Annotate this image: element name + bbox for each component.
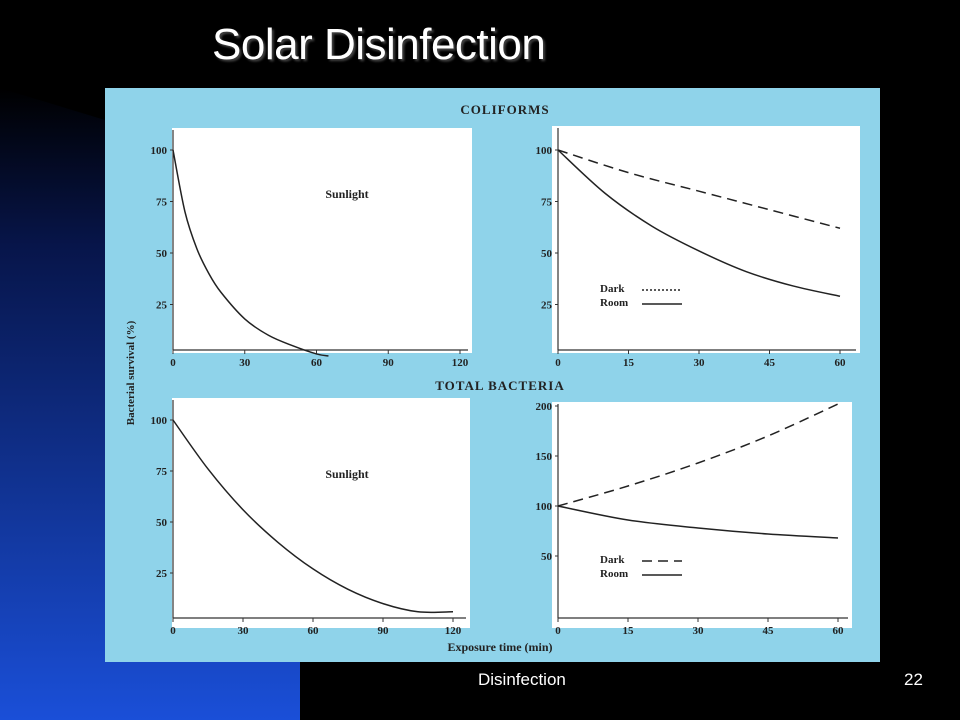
total-bacteria-dark-room-y-tick-label: 50 [541,551,553,563]
coliforms-dark-room-y-tick-label: 25 [541,300,553,312]
coliforms-sunlight-x-tick-label: 30 [239,357,251,369]
coliforms-sunlight-y-tick-label: 25 [156,300,168,312]
total-bacteria-dark-room-legend-label: Room [600,568,628,580]
total-bacteria-sunlight-y-tick-label: 25 [156,568,168,580]
total-bacteria-sunlight-x-tick-label: 30 [238,625,250,637]
coliforms-sunlight-annotation: Sunlight [325,187,368,201]
total-bacteria-sunlight-x-tick-label: 0 [170,625,176,637]
figure-panel: COLIFORMS TOTAL BACTERIA Bacterial survi… [105,88,880,662]
section-title-total-bacteria: TOTAL BACTERIA [435,378,564,393]
chart-group: 0 30 60 90 120 25 50 75 100 Sunlight 0 15 30 45 60 25 50… [151,126,860,637]
total-bacteria-dark-room-series-dark [557,403,839,507]
total-bacteria-sunlight-series-curve [172,419,454,614]
total-bacteria-dark-room-series-room [557,505,839,539]
coliforms-dark-room-legend-label: Room [600,297,628,309]
total-bacteria-dark-room-y-tick-label: 150 [536,451,553,463]
footer-text: Disinfection [478,670,566,689]
coliforms-dark-room-plot-area [552,126,860,353]
total-bacteria-dark-room-x-tick-label: 60 [833,625,845,637]
section-title-coliforms: COLIFORMS [460,102,549,117]
coliforms-dark-room-x-tick-label: 15 [623,357,635,369]
slide-title: Solar Disinfection [212,20,546,69]
coliforms-sunlight-y-tick-label: 50 [156,248,168,260]
y-axis-label: Bacterial survival (%) [125,320,137,425]
total-bacteria-dark-room-x-tick-label: 0 [555,625,561,637]
total-bacteria-dark-room-x-tick-label: 30 [693,625,705,637]
coliforms-sunlight-series-curve [172,149,329,357]
coliforms-dark-room-legend-label: Dark [600,283,625,295]
coliforms-dark-room-x-tick-label: 30 [694,357,706,369]
coliforms-sunlight-x-tick-label: 120 [452,357,469,369]
coliforms-dark-room-x-tick-label: 0 [555,357,561,369]
x-axis-label: Exposure time (min) [447,640,552,654]
total-bacteria-sunlight-annotation: Sunlight [325,467,368,481]
coliforms-dark-room-x-tick-label: 45 [764,357,776,369]
total-bacteria-dark-room-y-tick-label: 100 [536,501,553,513]
slide-number: 22 [904,670,923,689]
total-bacteria-sunlight-plot-area [172,398,470,628]
coliforms-sunlight-y-tick-label: 100 [151,145,168,157]
coliforms-dark-room-series-dark [557,149,841,230]
blue-gradient-band [0,88,300,720]
total-bacteria-sunlight-x-tick-label: 90 [378,625,390,637]
total-bacteria-dark-room-x-tick-label: 45 [763,625,775,637]
coliforms-sunlight-x-tick-label: 90 [383,357,395,369]
coliforms-sunlight-x-tick-label: 60 [311,357,323,369]
coliforms-dark-room-y-tick-label: 50 [541,248,553,260]
coliforms-dark-room-y-tick-label: 75 [541,197,553,209]
total-bacteria-sunlight-y-tick-label: 75 [156,466,168,478]
total-bacteria-dark-room-x-tick-label: 15 [623,625,635,637]
coliforms-dark-room-series-room [557,149,841,297]
total-bacteria-sunlight-x-tick-label: 60 [308,625,320,637]
coliforms-sunlight-plot-area [172,128,472,353]
coliforms-dark-room-x-tick-label: 60 [835,357,847,369]
total-bacteria-sunlight-y-tick-label: 100 [151,415,168,427]
total-bacteria-sunlight-x-tick-label: 120 [445,625,462,637]
total-bacteria-sunlight-y-tick-label: 50 [156,517,168,529]
total-bacteria-dark-room-legend-label: Dark [600,554,625,566]
coliforms-sunlight-x-tick-label: 0 [170,357,176,369]
total-bacteria-dark-room-y-tick-label: 200 [536,401,553,413]
coliforms-sunlight-y-tick-label: 75 [156,197,168,209]
total-bacteria-dark-room-plot-area [552,402,852,628]
figure-svg: COLIFORMS TOTAL BACTERIA Bacterial survi… [125,102,860,654]
coliforms-dark-room-y-tick-label: 100 [536,145,553,157]
